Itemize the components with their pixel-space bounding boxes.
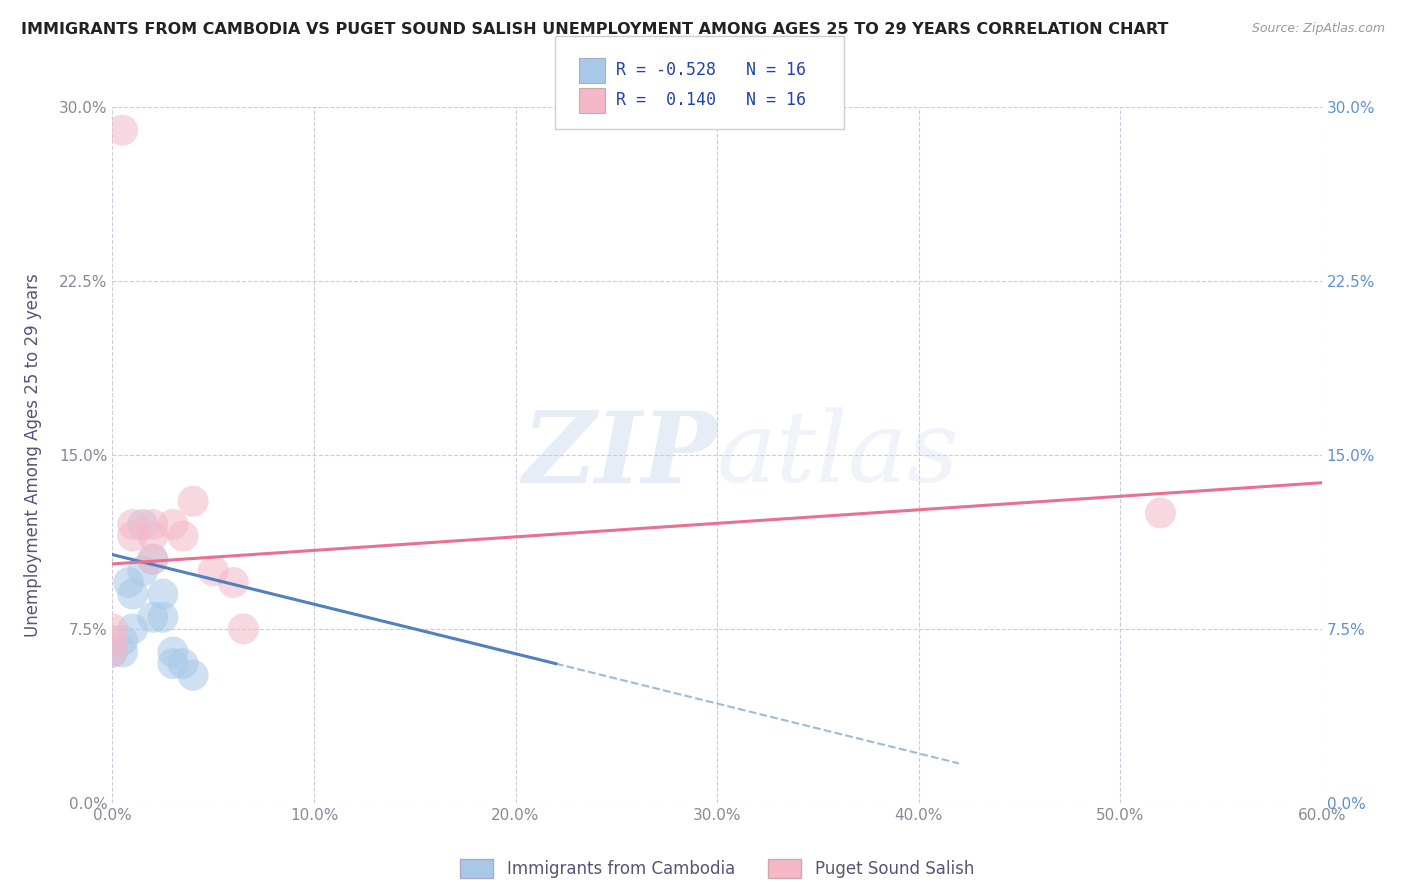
Text: R = -0.528   N = 16: R = -0.528 N = 16: [616, 61, 806, 78]
Point: [232, 622, 254, 636]
Text: atlas: atlas: [717, 408, 960, 502]
Point: [222, 575, 245, 590]
Point: [142, 517, 165, 532]
Point: [152, 610, 174, 624]
Point: [117, 575, 139, 590]
Point: [101, 622, 124, 636]
Text: ZIP: ZIP: [522, 407, 717, 503]
Point: [101, 645, 124, 659]
Point: [132, 517, 155, 532]
Point: [121, 517, 143, 532]
Point: [132, 564, 155, 578]
Point: [121, 587, 143, 601]
Point: [181, 494, 204, 508]
Point: [142, 529, 165, 543]
Point: [142, 552, 165, 566]
Y-axis label: Unemployment Among Ages 25 to 29 years: Unemployment Among Ages 25 to 29 years: [24, 273, 42, 637]
Point: [172, 657, 194, 671]
Legend: Immigrants from Cambodia, Puget Sound Salish: Immigrants from Cambodia, Puget Sound Sa…: [453, 853, 981, 885]
Point: [101, 633, 124, 648]
Text: IMMIGRANTS FROM CAMBODIA VS PUGET SOUND SALISH UNEMPLOYMENT AMONG AGES 25 TO 29 : IMMIGRANTS FROM CAMBODIA VS PUGET SOUND …: [21, 22, 1168, 37]
Point: [1149, 506, 1171, 520]
Point: [101, 645, 124, 659]
Point: [142, 552, 165, 566]
Point: [111, 123, 134, 137]
Point: [152, 587, 174, 601]
Point: [162, 517, 184, 532]
Point: [181, 668, 204, 682]
Point: [121, 529, 143, 543]
Point: [111, 645, 134, 659]
Point: [111, 633, 134, 648]
Point: [121, 622, 143, 636]
Point: [202, 564, 225, 578]
Point: [162, 645, 184, 659]
Point: [172, 529, 194, 543]
Point: [142, 610, 165, 624]
Text: Source: ZipAtlas.com: Source: ZipAtlas.com: [1251, 22, 1385, 36]
Point: [162, 657, 184, 671]
Text: R =  0.140   N = 16: R = 0.140 N = 16: [616, 91, 806, 109]
